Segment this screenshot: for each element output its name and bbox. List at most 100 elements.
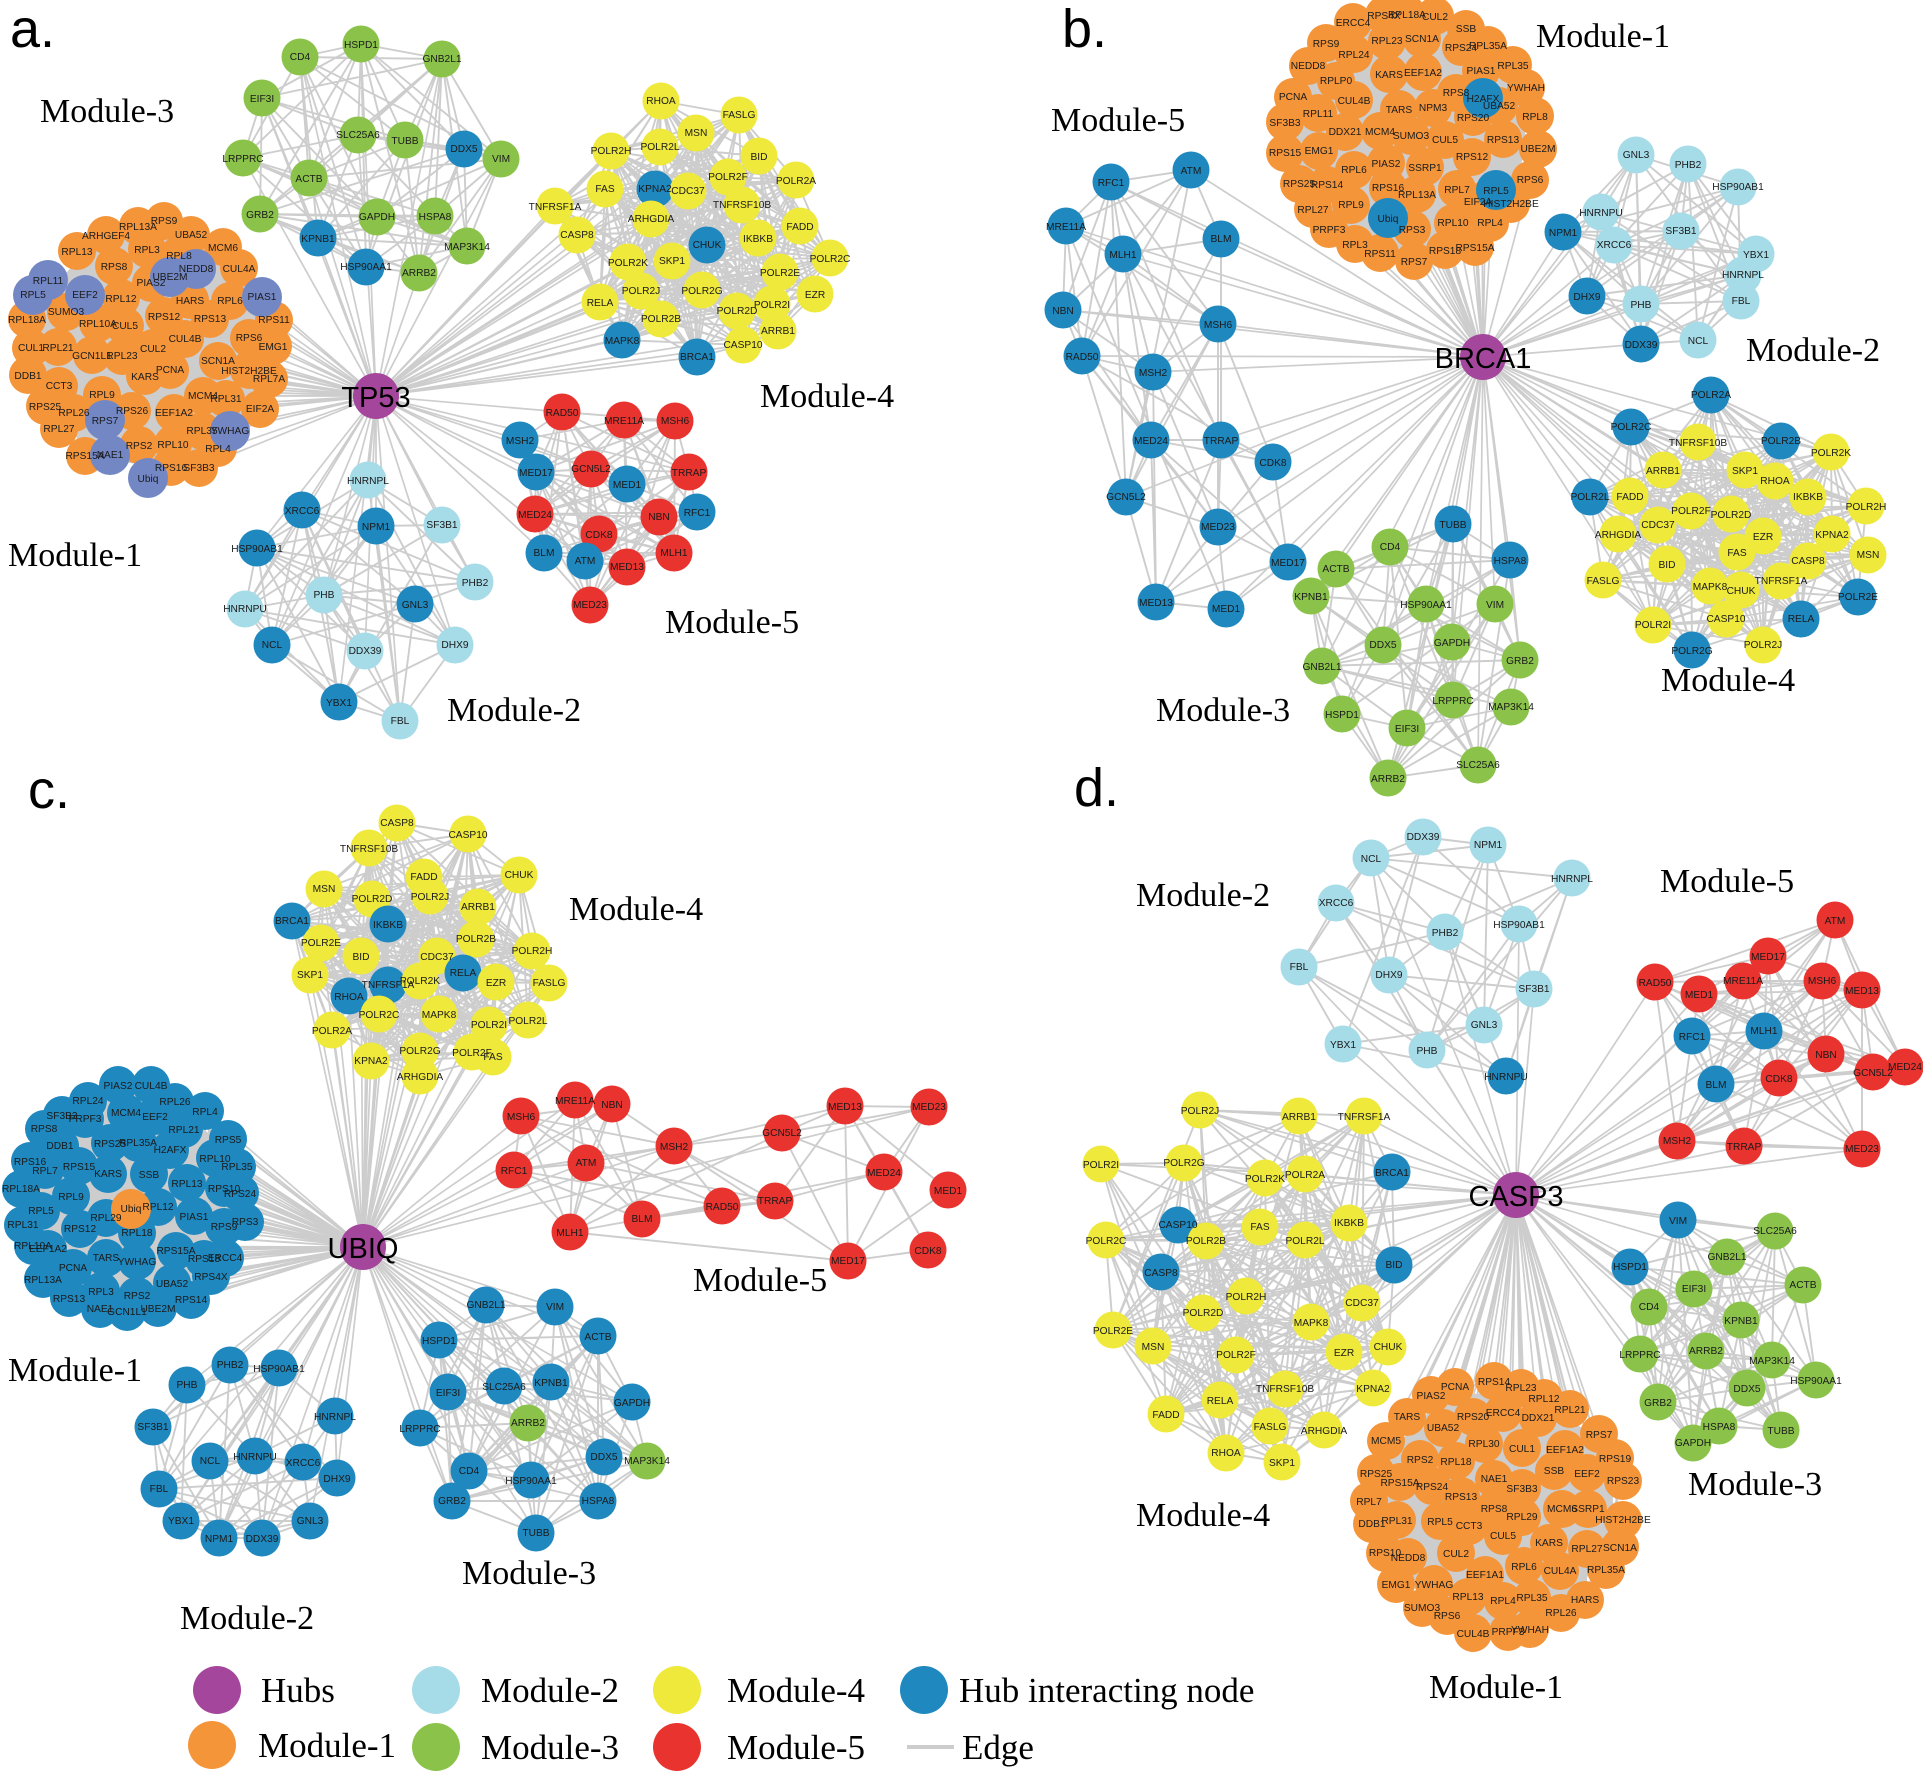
svg-text:YWHAH: YWHAH (1507, 83, 1545, 94)
svg-text:Module-4: Module-4 (1661, 662, 1795, 699)
svg-text:YBX1: YBX1 (168, 1516, 194, 1527)
svg-text:ARRB2: ARRB2 (1689, 1346, 1723, 1357)
svg-text:GNB2L1: GNB2L1 (422, 54, 461, 65)
svg-text:PCNA: PCNA (59, 1263, 88, 1274)
svg-text:CUL2: CUL2 (140, 344, 166, 355)
svg-text:MAP3K14: MAP3K14 (444, 242, 490, 253)
svg-text:UBE2M: UBE2M (1520, 144, 1555, 155)
svg-text:MED24: MED24 (1134, 436, 1168, 447)
svg-text:POLR2G: POLR2G (399, 1046, 440, 1057)
svg-text:DDX39: DDX39 (1407, 832, 1440, 843)
svg-text:Module-2: Module-2 (447, 692, 581, 729)
svg-text:RHOA: RHOA (646, 96, 676, 107)
svg-text:FADD: FADD (786, 222, 813, 233)
svg-text:HSPA8: HSPA8 (582, 1496, 615, 1507)
svg-text:GCN5L2: GCN5L2 (571, 464, 611, 475)
svg-text:ERCC4: ERCC4 (1486, 1408, 1521, 1419)
svg-text:RPL5: RPL5 (20, 290, 46, 301)
svg-text:Module-4: Module-4 (569, 891, 703, 928)
svg-text:MAP3K14: MAP3K14 (1488, 702, 1534, 713)
svg-text:XRCC6: XRCC6 (1597, 240, 1632, 251)
svg-text:GCN1L1: GCN1L1 (72, 351, 112, 362)
svg-text:HSPA8: HSPA8 (1494, 556, 1527, 567)
svg-text:TARS: TARS (1394, 1412, 1421, 1423)
svg-text:KARS: KARS (94, 1169, 122, 1180)
svg-text:NCL: NCL (1361, 854, 1382, 865)
svg-text:IKBKB: IKBKB (373, 920, 403, 931)
svg-text:Ubiq: Ubiq (138, 474, 159, 485)
svg-text:CUL4B: CUL4B (1457, 1629, 1490, 1640)
svg-text:RFC1: RFC1 (1679, 1032, 1706, 1043)
svg-text:FBL: FBL (1290, 962, 1309, 973)
svg-text:Module-5: Module-5 (1051, 102, 1185, 139)
svg-text:POLR2D: POLR2D (1183, 1308, 1224, 1319)
svg-text:POLR2F: POLR2F (1216, 1350, 1256, 1361)
svg-text:HSPD1: HSPD1 (1325, 710, 1359, 721)
svg-text:MRE11A: MRE11A (1046, 222, 1086, 233)
svg-text:RPS16: RPS16 (1372, 183, 1405, 194)
svg-text:HNRNPU: HNRNPU (1579, 208, 1623, 219)
svg-text:DDX21: DDX21 (1329, 127, 1362, 138)
svg-text:TARS: TARS (93, 1253, 120, 1264)
svg-text:MLH1: MLH1 (556, 1228, 584, 1239)
svg-text:HSPD1: HSPD1 (344, 40, 378, 51)
svg-text:PCNA: PCNA (156, 365, 185, 376)
svg-text:RPL7A: RPL7A (253, 374, 285, 385)
svg-text:RPS13: RPS13 (1487, 135, 1520, 146)
svg-text:NCL: NCL (200, 1456, 221, 1467)
svg-text:RPS24: RPS24 (1445, 43, 1478, 54)
svg-text:RELA: RELA (1207, 1396, 1234, 1407)
svg-text:FBL: FBL (1732, 296, 1751, 307)
svg-text:POLR2C: POLR2C (810, 254, 851, 265)
svg-text:BID: BID (1386, 1260, 1403, 1271)
svg-text:HSPA8: HSPA8 (1703, 1422, 1736, 1433)
svg-text:POLR2F: POLR2F (452, 1048, 492, 1059)
svg-text:POLR2B: POLR2B (1761, 436, 1801, 447)
svg-text:NCL: NCL (262, 640, 283, 651)
svg-text:RPS4X: RPS4X (1367, 11, 1401, 22)
svg-text:CDC37: CDC37 (420, 952, 454, 963)
svg-text:MSH2: MSH2 (1663, 1136, 1692, 1147)
svg-text:POLR2E: POLR2E (760, 268, 800, 279)
svg-text:POLR2A: POLR2A (1691, 390, 1731, 401)
svg-text:POLR2K: POLR2K (608, 258, 648, 269)
svg-text:RAD50: RAD50 (1639, 978, 1672, 989)
svg-text:MCM6: MCM6 (208, 243, 238, 254)
svg-text:MSN: MSN (1857, 550, 1880, 561)
svg-text:d.: d. (1074, 758, 1119, 818)
svg-text:DDX21: DDX21 (1522, 1413, 1555, 1424)
svg-text:RPS7: RPS7 (1401, 257, 1428, 268)
svg-text:NBN: NBN (601, 1100, 623, 1111)
svg-text:GAPDH: GAPDH (614, 1398, 650, 1409)
svg-text:RELA: RELA (1788, 614, 1815, 625)
svg-text:GRB2: GRB2 (246, 210, 274, 221)
svg-text:RPL4: RPL4 (1490, 1596, 1516, 1607)
svg-text:KPNB1: KPNB1 (1724, 1316, 1758, 1327)
svg-text:EIF3I: EIF3I (1395, 724, 1419, 735)
svg-text:BRCA1: BRCA1 (275, 916, 309, 927)
svg-text:CHUK: CHUK (1727, 586, 1756, 597)
svg-text:MRE11A: MRE11A (1723, 976, 1763, 987)
svg-text:RPS15A: RPS15A (1380, 1478, 1419, 1489)
svg-text:TRRAP: TRRAP (672, 468, 707, 479)
svg-text:ARHGDIA: ARHGDIA (1595, 530, 1642, 541)
svg-text:RELA: RELA (450, 968, 477, 979)
svg-text:BLM: BLM (1706, 1080, 1727, 1091)
svg-text:RPS11: RPS11 (1364, 249, 1396, 260)
svg-text:RPS25: RPS25 (1283, 179, 1316, 190)
svg-text:Module-4: Module-4 (1136, 1497, 1270, 1534)
svg-text:LRPPRC: LRPPRC (399, 1424, 440, 1435)
svg-text:CUL4A: CUL4A (1544, 1566, 1577, 1577)
svg-text:RPL18: RPL18 (121, 1228, 152, 1239)
svg-text:RPS12: RPS12 (148, 312, 181, 323)
svg-text:MED17: MED17 (1751, 952, 1785, 963)
svg-text:PHB2: PHB2 (1432, 928, 1459, 939)
svg-text:POLR2E: POLR2E (1093, 1326, 1133, 1337)
svg-text:SKP1: SKP1 (659, 256, 685, 267)
svg-text:MED23: MED23 (912, 1102, 946, 1113)
svg-text:HNRNPL: HNRNPL (314, 1412, 356, 1423)
svg-text:GCN5L2: GCN5L2 (1106, 492, 1146, 503)
svg-text:LRPPRC: LRPPRC (222, 154, 263, 165)
svg-text:MSH2: MSH2 (1139, 368, 1168, 379)
svg-text:DDX5: DDX5 (1733, 1384, 1761, 1395)
